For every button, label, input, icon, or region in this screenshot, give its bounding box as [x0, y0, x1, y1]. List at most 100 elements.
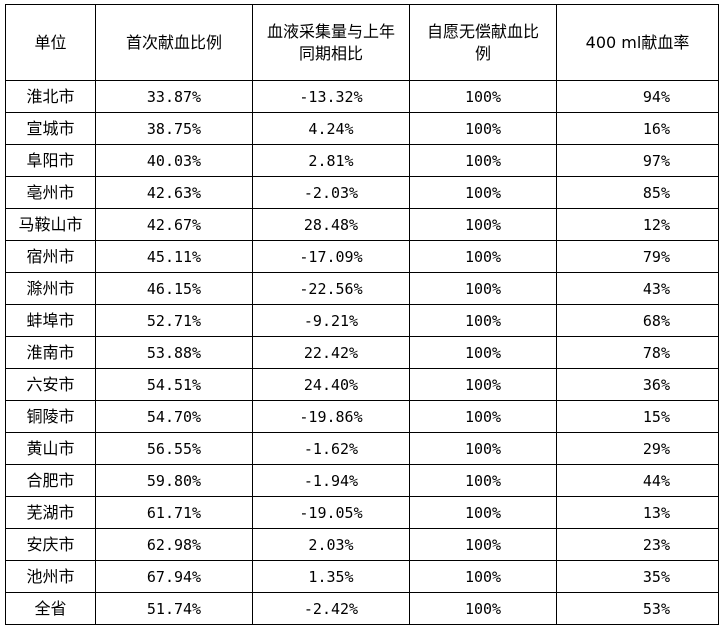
cell-voluntary-ratio: 100% [409, 592, 557, 625]
header-row: 单位 首次献血比例 血液采集量与上年同期相比 自愿无偿献血比例 400 ml献血… [5, 4, 719, 81]
cell-first-donation-ratio: 45.11% [95, 240, 253, 273]
cell-voluntary-ratio: 100% [409, 400, 557, 433]
cell-first-donation-ratio: 33.87% [95, 80, 253, 113]
cell-voluntary-ratio: 100% [409, 528, 557, 561]
cell-voluntary-ratio: 100% [409, 496, 557, 529]
table-row: 阜阳市 40.03% 2.81% 100% 97% [5, 144, 719, 177]
cell-400ml-rate: 12% [556, 208, 719, 241]
cell-first-donation-ratio: 51.74% [95, 592, 253, 625]
cell-collection-yoy: 24.40% [252, 368, 410, 401]
cell-first-donation-ratio: 42.67% [95, 208, 253, 241]
cell-unit: 滁州市 [5, 272, 96, 305]
cell-400ml-rate: 13% [556, 496, 719, 529]
cell-unit: 池州市 [5, 560, 96, 593]
cell-unit: 安庆市 [5, 528, 96, 561]
table-row: 亳州市 42.63% -2.03% 100% 85% [5, 176, 719, 209]
cell-collection-yoy: -22.56% [252, 272, 410, 305]
cell-unit: 马鞍山市 [5, 208, 96, 241]
cell-collection-yoy: -19.86% [252, 400, 410, 433]
cell-first-donation-ratio: 53.88% [95, 336, 253, 369]
cell-voluntary-ratio: 100% [409, 432, 557, 465]
cell-400ml-rate: 68% [556, 304, 719, 337]
cell-collection-yoy: -2.03% [252, 176, 410, 209]
table-row: 滁州市 46.15% -22.56% 100% 43% [5, 272, 719, 305]
cell-collection-yoy: 28.48% [252, 208, 410, 241]
cell-unit: 六安市 [5, 368, 96, 401]
cell-unit: 全省 [5, 592, 96, 625]
cell-first-donation-ratio: 67.94% [95, 560, 253, 593]
cell-first-donation-ratio: 38.75% [95, 112, 253, 145]
table-row: 宿州市 45.11% -17.09% 100% 79% [5, 240, 719, 273]
table-row: 铜陵市 54.70% -19.86% 100% 15% [5, 400, 719, 433]
cell-collection-yoy: -13.32% [252, 80, 410, 113]
cell-first-donation-ratio: 40.03% [95, 144, 253, 177]
cell-unit: 芜湖市 [5, 496, 96, 529]
table-row: 合肥市 59.80% -1.94% 100% 44% [5, 464, 719, 497]
table-row: 宣城市 38.75% 4.24% 100% 16% [5, 112, 719, 145]
cell-voluntary-ratio: 100% [409, 464, 557, 497]
table-row: 池州市 67.94% 1.35% 100% 35% [5, 560, 719, 593]
cell-collection-yoy: -9.21% [252, 304, 410, 337]
table-row: 蚌埠市 52.71% -9.21% 100% 68% [5, 304, 719, 337]
table-row: 安庆市 62.98% 2.03% 100% 23% [5, 528, 719, 561]
cell-collection-yoy: 1.35% [252, 560, 410, 593]
blood-donation-table: 单位 首次献血比例 血液采集量与上年同期相比 自愿无偿献血比例 400 ml献血… [5, 4, 719, 625]
cell-collection-yoy: 2.03% [252, 528, 410, 561]
cell-unit: 宣城市 [5, 112, 96, 145]
cell-voluntary-ratio: 100% [409, 176, 557, 209]
cell-unit: 亳州市 [5, 176, 96, 209]
header-400ml-rate: 400 ml献血率 [556, 4, 719, 81]
cell-unit: 蚌埠市 [5, 304, 96, 337]
table-row: 黄山市 56.55% -1.62% 100% 29% [5, 432, 719, 465]
cell-first-donation-ratio: 62.98% [95, 528, 253, 561]
cell-unit: 合肥市 [5, 464, 96, 497]
table-row: 全省 51.74% -2.42% 100% 53% [5, 592, 719, 625]
cell-unit: 淮南市 [5, 336, 96, 369]
header-collection-yoy: 血液采集量与上年同期相比 [252, 4, 410, 81]
table-row: 马鞍山市 42.67% 28.48% 100% 12% [5, 208, 719, 241]
cell-400ml-rate: 16% [556, 112, 719, 145]
cell-unit: 阜阳市 [5, 144, 96, 177]
cell-collection-yoy: 2.81% [252, 144, 410, 177]
cell-collection-yoy: 4.24% [252, 112, 410, 145]
cell-voluntary-ratio: 100% [409, 80, 557, 113]
cell-voluntary-ratio: 100% [409, 144, 557, 177]
cell-first-donation-ratio: 56.55% [95, 432, 253, 465]
cell-unit: 铜陵市 [5, 400, 96, 433]
cell-first-donation-ratio: 54.70% [95, 400, 253, 433]
cell-400ml-rate: 78% [556, 336, 719, 369]
cell-voluntary-ratio: 100% [409, 560, 557, 593]
cell-first-donation-ratio: 42.63% [95, 176, 253, 209]
cell-400ml-rate: 23% [556, 528, 719, 561]
cell-400ml-rate: 36% [556, 368, 719, 401]
cell-collection-yoy: -19.05% [252, 496, 410, 529]
cell-collection-yoy: 22.42% [252, 336, 410, 369]
cell-first-donation-ratio: 61.71% [95, 496, 253, 529]
cell-400ml-rate: 15% [556, 400, 719, 433]
cell-collection-yoy: -1.94% [252, 464, 410, 497]
cell-voluntary-ratio: 100% [409, 208, 557, 241]
cell-400ml-rate: 53% [556, 592, 719, 625]
table-body: 淮北市 33.87% -13.32% 100% 94% 宣城市 38.75% 4.24% 100… [5, 80, 719, 625]
cell-collection-yoy: -2.42% [252, 592, 410, 625]
cell-400ml-rate: 43% [556, 272, 719, 305]
cell-voluntary-ratio: 100% [409, 272, 557, 305]
header-first-donation-ratio: 首次献血比例 [95, 4, 253, 81]
table-row: 芜湖市 61.71% -19.05% 100% 13% [5, 496, 719, 529]
cell-400ml-rate: 29% [556, 432, 719, 465]
cell-400ml-rate: 85% [556, 176, 719, 209]
cell-voluntary-ratio: 100% [409, 304, 557, 337]
cell-400ml-rate: 97% [556, 144, 719, 177]
table-row: 淮南市 53.88% 22.42% 100% 78% [5, 336, 719, 369]
cell-400ml-rate: 44% [556, 464, 719, 497]
cell-unit: 黄山市 [5, 432, 96, 465]
cell-voluntary-ratio: 100% [409, 368, 557, 401]
cell-400ml-rate: 94% [556, 80, 719, 113]
cell-400ml-rate: 79% [556, 240, 719, 273]
cell-collection-yoy: -1.62% [252, 432, 410, 465]
cell-unit: 淮北市 [5, 80, 96, 113]
cell-voluntary-ratio: 100% [409, 240, 557, 273]
table-row: 淮北市 33.87% -13.32% 100% 94% [5, 80, 719, 113]
header-unit: 单位 [5, 4, 96, 81]
header-voluntary-ratio: 自愿无偿献血比例 [409, 4, 557, 81]
